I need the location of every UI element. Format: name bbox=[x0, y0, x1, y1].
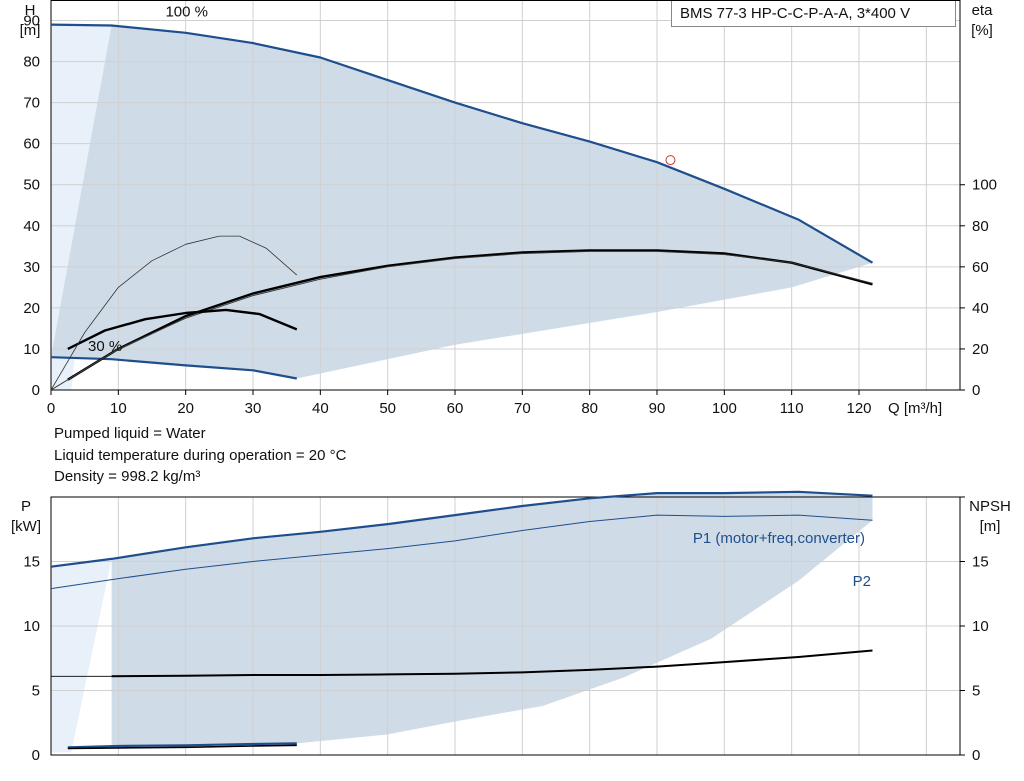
x-tick-label-6: 60 bbox=[447, 400, 464, 417]
curve-system-thin bbox=[50, 323, 173, 391]
y-tick-label-8: 80 bbox=[23, 54, 40, 71]
curve-p2 bbox=[50, 514, 873, 590]
y2-tick-label-5: 100 bbox=[972, 177, 997, 194]
y-tick-label-2: 20 bbox=[23, 300, 40, 317]
y-tick-label-9: 90 bbox=[23, 13, 40, 30]
curve-eta-max-thin bbox=[50, 250, 873, 391]
info-liquid-temperature: Liquid temperature during operation = 20… bbox=[54, 447, 347, 464]
curve-head-max bbox=[50, 23, 874, 264]
y-tick-label-6: 60 bbox=[23, 136, 40, 153]
curve-npsh bbox=[111, 649, 873, 678]
y-tick-label-1: 5 bbox=[32, 683, 40, 700]
y-tick-label-5: 50 bbox=[23, 177, 40, 194]
y-axis-title-line-1: [kW] bbox=[11, 518, 41, 535]
y2-tick-label-0: 0 bbox=[972, 382, 980, 399]
x-axis-title: Q [m³/h] bbox=[888, 400, 942, 417]
x-tick-label-5: 50 bbox=[379, 400, 396, 417]
y2-tick-label-3: 15 bbox=[972, 554, 989, 571]
y-tick-label-3: 15 bbox=[23, 554, 40, 571]
y-tick-label-0: 0 bbox=[32, 382, 40, 399]
x-tick-label-2: 20 bbox=[177, 400, 194, 417]
head-eta-chart: 0 10 20 30 40 50 60 70 80 90 100 110 120 0 10 20 30 40 50 6… bbox=[20, 0, 997, 417]
y-tick-label-0: 0 bbox=[32, 747, 40, 764]
x-tick-label-10: 100 bbox=[712, 400, 737, 417]
y-axis-title-line-1: [m] bbox=[20, 22, 41, 39]
y2-axis-title-line-0: eta bbox=[972, 2, 994, 19]
plot-frame bbox=[50, 0, 961, 391]
y2-tick-label-3: 60 bbox=[972, 259, 989, 276]
x-tick-label-7: 70 bbox=[514, 400, 531, 417]
label-p2: P2 bbox=[853, 573, 871, 590]
curve-eta-min-thin bbox=[50, 235, 298, 391]
y2-axis-title-line-0: NPSH bbox=[969, 498, 1011, 515]
x-tick-label-9: 90 bbox=[649, 400, 666, 417]
y-axis-title-line-0: P bbox=[21, 498, 31, 515]
x-tick-label-4: 40 bbox=[312, 400, 329, 417]
y-tick-label-7: 70 bbox=[23, 95, 40, 112]
y2-tick-label-1: 5 bbox=[972, 683, 980, 700]
y-tick-label-4: 40 bbox=[23, 218, 40, 235]
low-flow-area bbox=[51, 558, 112, 753]
power-npsh-chart: 0 5 10 15 0 5 10 15 P [kW] NPSH [m] P1 (motor+freq.c… bbox=[11, 490, 1011, 764]
y2-tick-label-4: 80 bbox=[972, 218, 989, 235]
y2-tick-label-2: 10 bbox=[972, 618, 989, 635]
y-axis-title-line-0: H bbox=[25, 2, 36, 19]
x-tick-label-1: 10 bbox=[110, 400, 127, 417]
curve-eta-min bbox=[67, 308, 298, 350]
pump-title: BMS 77-3 HP-C-C-P-A-A, 3*400 V bbox=[671, 1, 956, 27]
y2-tick-label-0: 0 bbox=[972, 747, 980, 764]
y2-axis-title-line-1: [%] bbox=[971, 22, 993, 39]
curve-power-min bbox=[67, 742, 297, 749]
info-pumped-liquid: Pumped liquid = Water bbox=[54, 425, 206, 442]
x-tick-label-0: 0 bbox=[47, 400, 55, 417]
curve-p1 bbox=[50, 490, 873, 568]
curve-eta-max bbox=[67, 249, 873, 381]
operating-point bbox=[665, 155, 676, 166]
curve-head-min bbox=[50, 356, 298, 380]
operating-area bbox=[51, 25, 873, 379]
y2-tick-label-1: 20 bbox=[972, 341, 989, 358]
y-tick-label-3: 30 bbox=[23, 259, 40, 276]
label-p1: P1 (motor+freq.converter) bbox=[693, 530, 865, 547]
y2-axis-title-line-1: [m] bbox=[980, 518, 1001, 535]
x-tick-label-8: 80 bbox=[581, 400, 598, 417]
x-tick-label-12: 120 bbox=[846, 400, 871, 417]
x-tick-label-11: 110 bbox=[780, 400, 804, 417]
annotation-0: 100 % bbox=[165, 3, 208, 20]
x-tick-label-3: 30 bbox=[245, 400, 262, 417]
annotation-1: 30 % bbox=[88, 338, 122, 355]
curve-npsh-min bbox=[67, 744, 297, 750]
operating-area bbox=[111, 491, 873, 746]
y-tick-label-2: 10 bbox=[23, 618, 40, 635]
info-density: Density = 998.2 kg/m³ bbox=[54, 468, 201, 485]
y2-tick-label-2: 40 bbox=[972, 300, 989, 317]
y-tick-label-1: 10 bbox=[23, 341, 40, 358]
